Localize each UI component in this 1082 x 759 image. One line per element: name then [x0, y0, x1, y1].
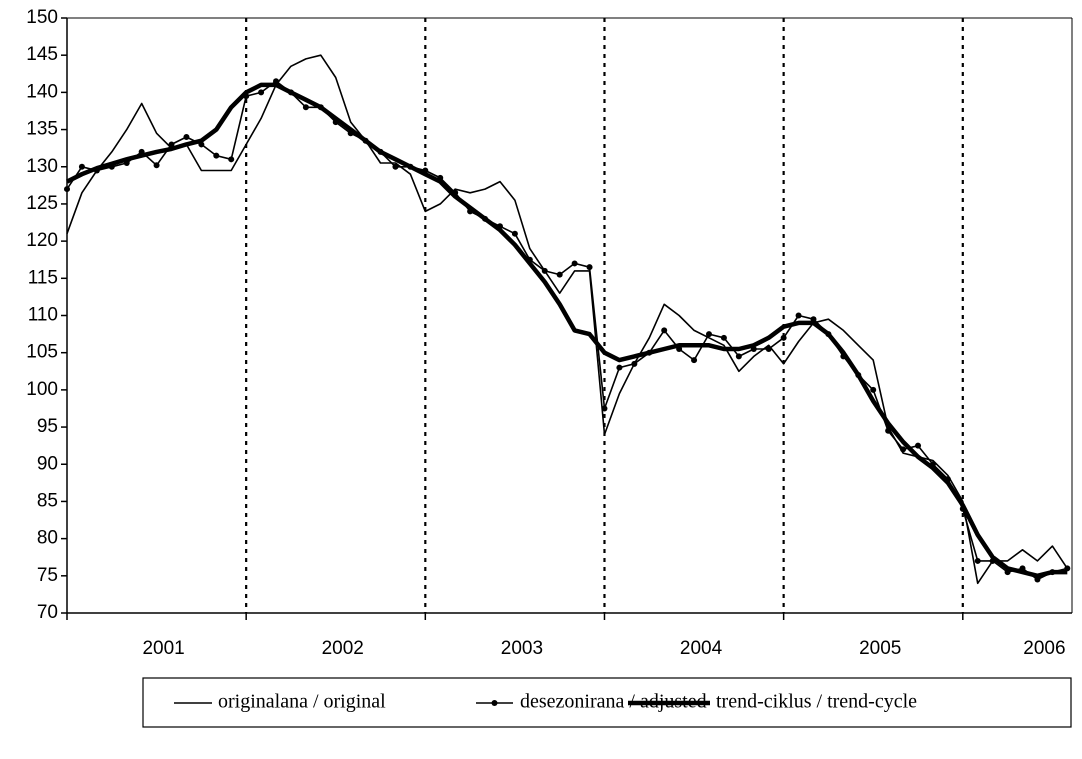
- x-tick-label: 2003: [501, 638, 543, 659]
- x-tick-label: 2002: [322, 638, 364, 659]
- series-marker: [780, 334, 787, 341]
- y-tick-label: 90: [37, 453, 58, 474]
- y-tick-label: 145: [26, 44, 58, 65]
- legend-label: trend-ciklus / trend-cycle: [716, 691, 917, 713]
- series-marker: [616, 364, 623, 371]
- series-marker: [795, 312, 802, 319]
- legend-label: desezonirana / adjusted: [520, 691, 707, 713]
- series-marker: [586, 264, 593, 271]
- series-marker: [765, 345, 772, 352]
- series-marker: [661, 327, 668, 334]
- series-marker: [183, 134, 190, 140]
- series-marker: [302, 104, 309, 111]
- series-marker: [705, 331, 712, 338]
- y-tick-label: 120: [26, 230, 58, 251]
- series-marker: [213, 152, 220, 159]
- series-marker: [392, 163, 399, 170]
- y-tick-label: 95: [37, 416, 58, 437]
- y-tick-label: 80: [37, 528, 58, 549]
- y-tick-label: 135: [26, 119, 58, 140]
- series-marker: [691, 357, 698, 364]
- series-marker: [511, 230, 518, 237]
- y-tick-label: 150: [26, 7, 58, 28]
- series-marker: [735, 353, 742, 360]
- series-marker: [631, 360, 638, 367]
- series-marker: [870, 386, 877, 393]
- y-tick-label: 100: [26, 379, 58, 400]
- series-marker: [78, 163, 85, 170]
- legend-label: originalana / original: [218, 691, 386, 713]
- series-marker: [900, 446, 907, 453]
- series-marker: [541, 267, 548, 274]
- series-line: [66, 80, 1068, 581]
- series-marker: [720, 334, 727, 341]
- y-tick-label: 130: [26, 156, 58, 177]
- series-marker: [1034, 576, 1041, 583]
- series-marker: [64, 186, 70, 193]
- y-tick-label: 140: [26, 81, 58, 102]
- y-tick-label: 105: [26, 342, 58, 363]
- series-marker: [228, 156, 235, 163]
- y-tick-label: 75: [37, 565, 58, 586]
- series-marker: [556, 271, 563, 278]
- series-marker: [571, 260, 578, 267]
- y-tick-label: 110: [28, 305, 58, 326]
- y-tick-label: 85: [37, 490, 58, 511]
- y-tick-label: 70: [37, 602, 58, 623]
- legend-box: [142, 677, 1072, 728]
- y-tick-label: 115: [28, 267, 58, 288]
- x-tick-label: 2006: [1023, 638, 1065, 659]
- series-marker: [153, 162, 160, 169]
- x-tick-label: 2005: [859, 638, 901, 659]
- series-marker: [601, 405, 608, 412]
- series-marker: [258, 89, 265, 96]
- x-tick-label: 2001: [142, 638, 184, 659]
- series-marker: [168, 141, 175, 148]
- x-tick-label: 2004: [680, 638, 723, 659]
- series-marker: [885, 427, 892, 434]
- series-marker: [974, 557, 981, 564]
- series-line: [65, 82, 1068, 579]
- legend-marker: [491, 700, 498, 706]
- series-marker: [915, 442, 922, 449]
- y-tick-label: 125: [26, 193, 58, 214]
